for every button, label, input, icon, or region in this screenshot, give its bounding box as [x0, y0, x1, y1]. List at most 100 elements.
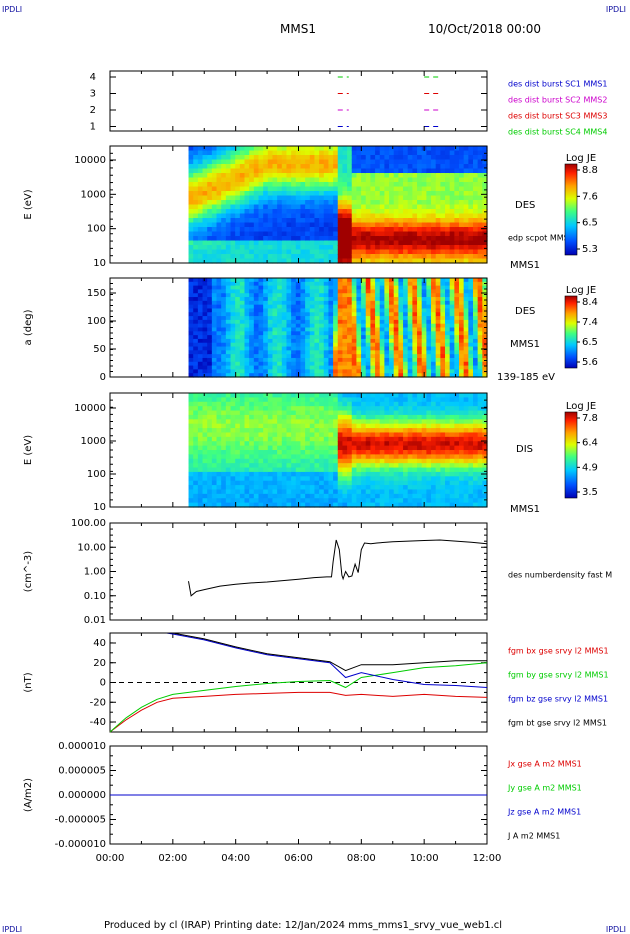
des-pitch-pixel [314, 308, 320, 313]
des-pitch-pixel [421, 308, 427, 313]
des-energy-pixel [431, 258, 437, 264]
dis-energy-pixel [328, 467, 334, 473]
des-energy-pixel [244, 204, 250, 210]
dis-energy-pixel [281, 414, 288, 420]
des-pitch-pixel [365, 357, 372, 363]
des-pitch-pixel [272, 289, 278, 294]
des-energy-pixel [384, 240, 390, 246]
des-energy-pixel [319, 249, 325, 255]
des-energy-pixel [435, 146, 441, 152]
des-energy-pixel [473, 236, 479, 242]
des-pitch-pixel [384, 365, 390, 370]
des-energy-pixel [449, 159, 455, 165]
des-energy-pixel [440, 240, 446, 246]
des-energy-pixel [202, 245, 208, 251]
dis-energy-pixel [202, 485, 208, 491]
des-energy-pixel [347, 200, 353, 206]
des-energy-pixel [295, 240, 302, 246]
dis-energy-pixel [263, 476, 269, 482]
dis-energy-pixel [211, 467, 218, 473]
des-energy-pixel [356, 191, 362, 197]
des-pitch-pixel [407, 342, 413, 348]
des-energy-pixel [454, 254, 460, 260]
des-energy-pixel [459, 209, 465, 215]
dis-energy-pixel [347, 476, 353, 482]
des-pitch-pixel [239, 312, 246, 317]
des-pitch-pixel [249, 316, 255, 321]
des-energy-pixel [449, 191, 455, 197]
des-energy-pixel [379, 254, 385, 260]
des-pitch-pixel [463, 327, 469, 332]
dis-energy-pixel [253, 485, 260, 491]
dis-energy-pixel [337, 397, 344, 403]
des-energy-pixel [319, 254, 325, 260]
des-energy-pixel [267, 249, 274, 255]
des-pitch-pixel [197, 373, 204, 378]
des-energy-pixel [375, 186, 381, 192]
des-energy-pixel [435, 182, 441, 188]
des-pitch-pixel [319, 357, 325, 363]
des-energy-pixel [207, 173, 213, 179]
des-energy-pixel [221, 209, 227, 215]
des-pitch-pixel [389, 304, 395, 310]
des-energy-pixel [258, 258, 264, 264]
dis-energy-pixel [235, 445, 241, 451]
des-pitch-pixel [379, 297, 385, 302]
des-pitch-pixel [286, 373, 292, 378]
dis-energy-pixel [188, 476, 194, 482]
des-pitch-pixel [230, 293, 236, 298]
des-energy-pixel [421, 240, 427, 246]
des-pitch-pixel [272, 346, 278, 351]
dis-energy-pixel [277, 423, 283, 429]
des-energy-pixel [197, 168, 204, 174]
des-pitch-pixel [421, 319, 427, 325]
dis-energy-pixel [281, 441, 288, 447]
des-pitch-pixel [235, 350, 241, 355]
dis-energy-pixel [407, 493, 413, 499]
dis-energy-pixel [398, 397, 404, 403]
des-pitch-pixel [370, 278, 376, 283]
des-pitch-pixel [463, 281, 469, 287]
dis-energy-pixel [211, 454, 218, 460]
dis-energy-pixel [384, 445, 390, 451]
des-pitch-pixel [267, 297, 274, 302]
dis-energy-pixel [398, 458, 404, 464]
des-pitch-pixel [197, 354, 204, 359]
dis-energy-pixel [286, 428, 292, 434]
des-energy-pixel [370, 186, 376, 192]
des-energy-pixel [272, 191, 278, 197]
des-pitch-pixel [197, 327, 204, 332]
des-energy-pixel [449, 150, 455, 156]
des-pitch-pixel [314, 312, 320, 317]
des-pitch-pixel [351, 373, 358, 378]
des-energy-pixel [421, 204, 427, 210]
dis-energy-pixel [249, 397, 255, 403]
dis-energy-pixel [207, 410, 213, 416]
des-pitch-pixel [393, 357, 399, 363]
dis-energy-pixel [272, 463, 278, 469]
dis-energy-pixel [286, 485, 292, 491]
des-energy-pixel [235, 254, 241, 260]
des-pitch-pixel [398, 335, 404, 340]
des-energy-pixel [412, 173, 418, 179]
des-pitch-pixel [347, 293, 353, 298]
des-energy-pixel [197, 245, 204, 251]
des-energy-pixel [342, 146, 348, 152]
des-pitch-pixel [263, 361, 269, 367]
des-energy-pixel [323, 209, 330, 215]
des-energy-pixel [449, 186, 455, 192]
dis-energy-pixel [403, 502, 409, 508]
des-energy-pixel [267, 231, 274, 237]
des-energy-pixel [375, 236, 381, 242]
des-pitch-pixel [295, 365, 302, 370]
des-energy-pixel [347, 254, 353, 260]
des-energy-pixel [272, 209, 278, 215]
des-energy-pixel [379, 186, 385, 192]
des-energy-pixel [449, 168, 455, 174]
des-energy-pixel [407, 182, 413, 188]
des-pitch-pixel [435, 285, 441, 291]
des-energy-pixel [361, 164, 367, 170]
des-energy-pixel [300, 249, 306, 255]
des-pitch-pixel [361, 369, 367, 374]
des-pitch-pixel [309, 369, 316, 374]
